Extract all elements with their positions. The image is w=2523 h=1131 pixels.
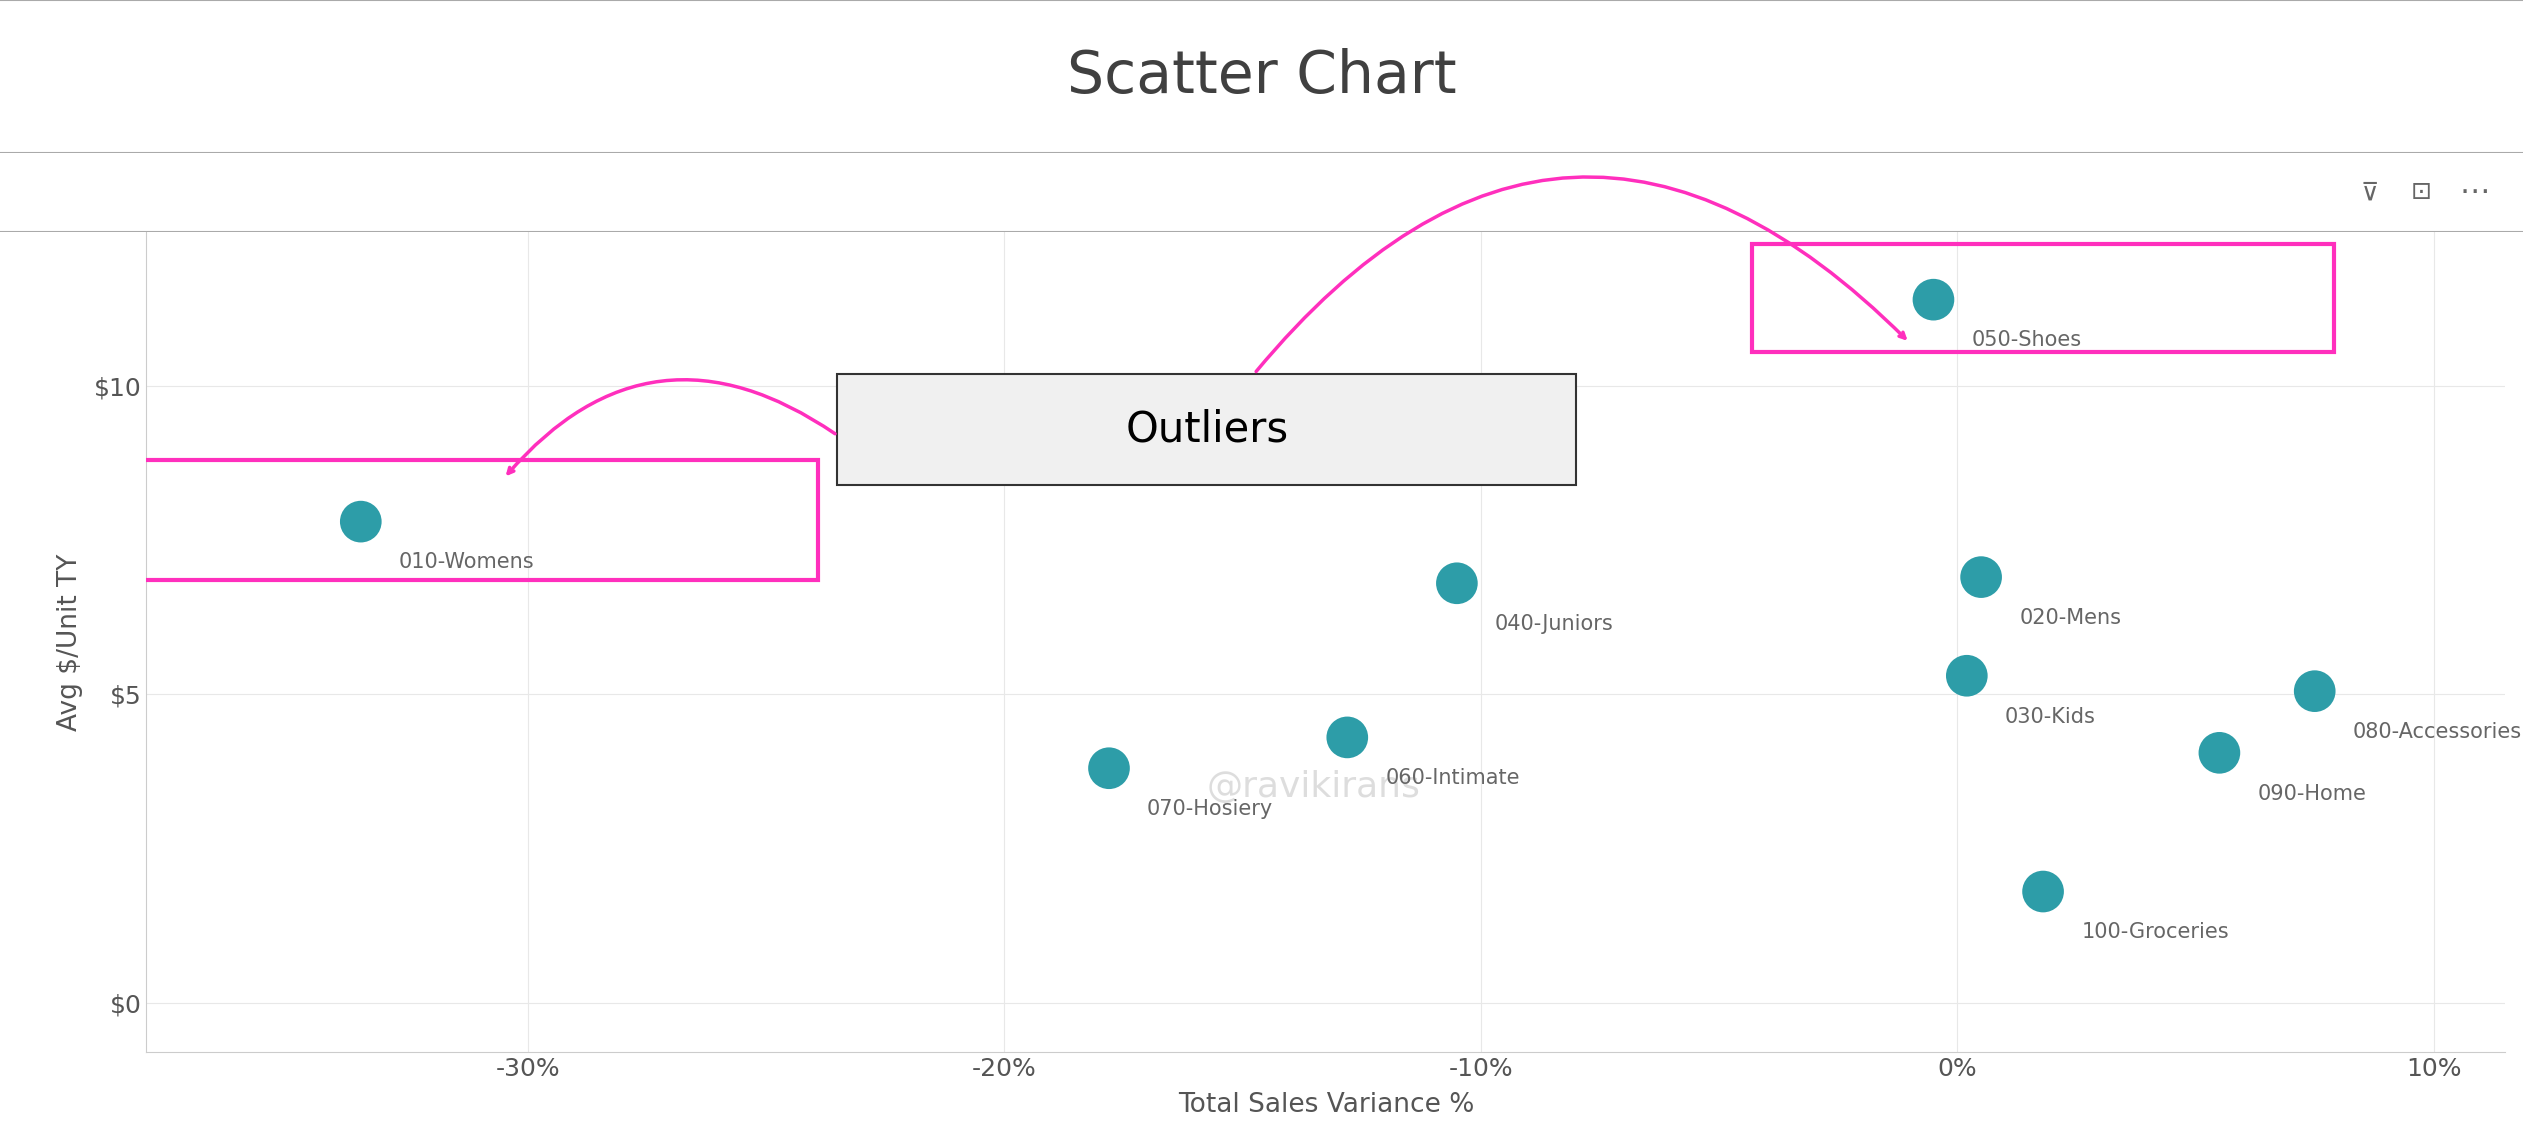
Point (341, 512, 381, 530)
X-axis label: Total Sales Variance %: Total Sales Variance % (1178, 1091, 1473, 1117)
Point (2200, 744, 2240, 762)
Point (1912, 291, 1953, 309)
Point (1327, 728, 1367, 746)
Text: 080-Accessories: 080-Accessories (2354, 722, 2523, 742)
Point (2293, 682, 2334, 700)
Text: 010-Womens: 010-Womens (399, 552, 535, 572)
Text: 040-Juniors: 040-Juniors (1496, 614, 1615, 634)
Text: ⋯: ⋯ (2460, 178, 2490, 207)
Text: 050-Shoes: 050-Shoes (1970, 330, 2081, 351)
Point (1436, 575, 1476, 593)
Text: @ravikirans: @ravikirans (1206, 770, 1420, 804)
Text: 060-Intimate: 060-Intimate (1385, 768, 1519, 788)
Point (1090, 759, 1130, 777)
Text: 070-Hosiery: 070-Hosiery (1148, 800, 1274, 819)
Text: Outliers: Outliers (1125, 408, 1289, 450)
Text: 030-Kids: 030-Kids (2006, 707, 2097, 726)
Point (1948, 666, 1988, 684)
Text: 020-Mens: 020-Mens (2018, 608, 2122, 628)
Text: 090-Home: 090-Home (2258, 784, 2367, 804)
Text: ⊽: ⊽ (2362, 180, 2379, 205)
Text: Scatter Chart: Scatter Chart (1067, 48, 1456, 105)
Point (2023, 882, 2064, 900)
Point (1960, 568, 2001, 586)
Text: ⊡: ⊡ (2412, 180, 2432, 205)
Text: 100-Groceries: 100-Groceries (2081, 923, 2228, 942)
FancyBboxPatch shape (838, 373, 1577, 484)
Y-axis label: Avg $/Unit TY: Avg $/Unit TY (56, 553, 83, 731)
